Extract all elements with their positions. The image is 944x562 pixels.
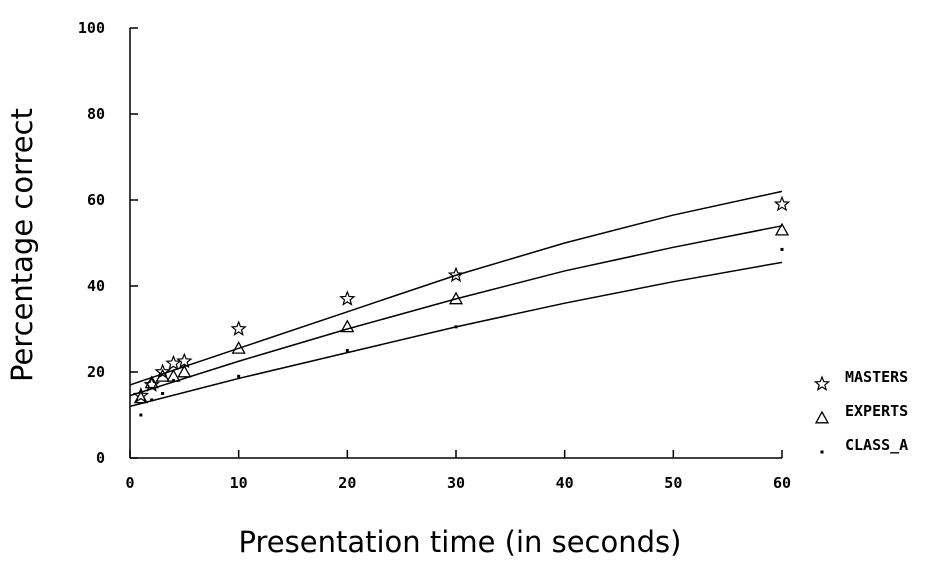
experts-point — [340, 319, 355, 333]
masters-point — [447, 266, 465, 283]
experts-point — [448, 291, 464, 305]
class-a-point — [454, 325, 458, 329]
x-tick-label: 0 — [125, 474, 134, 492]
axes: 0 20 40 60 80 100 0 10 20 30 40 50 60 — [78, 19, 791, 492]
legend-class-a-label: CLASS_A — [845, 436, 908, 454]
y-tick-label: 60 — [87, 191, 105, 209]
legend-masters-label: MASTERS — [845, 368, 908, 386]
masters-point — [132, 386, 150, 403]
class-a-point — [171, 379, 175, 383]
class-a-point — [780, 247, 784, 251]
y-tick-label: 0 — [96, 449, 105, 467]
x-tick-label: 40 — [556, 474, 574, 492]
experts-point — [231, 341, 246, 354]
masters-point — [230, 320, 247, 337]
experts-point — [133, 390, 148, 404]
masters-point — [154, 363, 171, 380]
y-tick-label: 40 — [87, 277, 105, 295]
legend-masters-marker — [813, 375, 831, 392]
data-points — [132, 195, 791, 417]
class-a-point — [161, 392, 165, 395]
x-tick-label: 20 — [338, 474, 356, 492]
x-axis-title: Presentation time (in seconds) — [239, 525, 682, 559]
class-a-fit-line — [129, 261, 783, 408]
experts-fit-line — [129, 225, 783, 397]
y-tick-label: 80 — [87, 105, 105, 123]
legend-experts-marker — [814, 410, 830, 424]
class-a-point — [237, 374, 241, 378]
masters-point — [339, 290, 356, 306]
class-a-point — [150, 398, 154, 402]
y-tick-label: 20 — [87, 363, 105, 381]
class-a-point — [139, 413, 143, 417]
masters-point — [176, 352, 193, 369]
experts-point — [177, 364, 192, 378]
legend-experts-label: EXPERTS — [845, 402, 908, 420]
experts-point — [144, 375, 159, 389]
y-axis-title: Percentage correct — [5, 108, 39, 382]
experts-point — [155, 368, 170, 382]
legend: MASTERS EXPERTS CLASS_A — [813, 368, 908, 454]
x-tick-label: 30 — [447, 474, 465, 492]
masters-fit-line — [129, 190, 783, 386]
experts-point — [774, 222, 790, 236]
x-tick-label: 10 — [230, 474, 248, 492]
class-a-point — [345, 349, 349, 352]
fit-lines — [129, 190, 783, 408]
x-tick-label: 50 — [664, 474, 682, 492]
y-tick-label: 100 — [78, 19, 105, 37]
x-tick-label: 60 — [773, 474, 791, 492]
legend-class-a-marker — [820, 450, 824, 454]
masters-point — [165, 354, 182, 371]
masters-point — [773, 195, 791, 212]
